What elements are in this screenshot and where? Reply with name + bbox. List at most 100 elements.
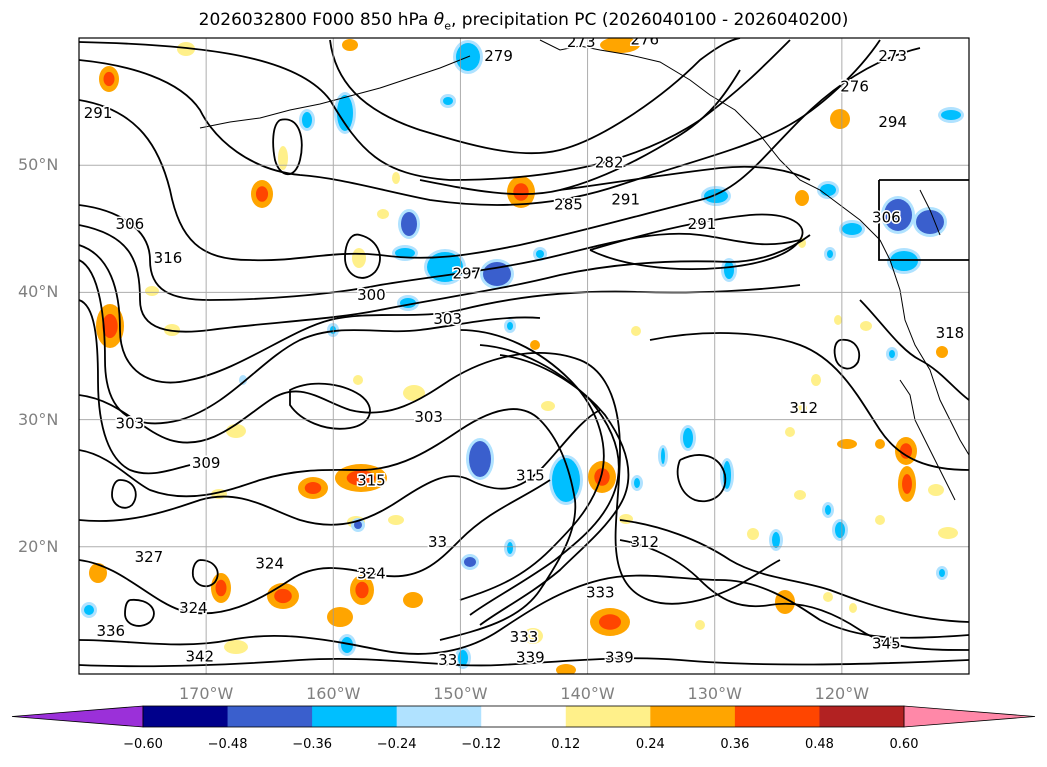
contour-label-5: 294 — [878, 113, 907, 131]
precip-blob-7 — [352, 248, 366, 268]
contour-label-28: 333 — [586, 584, 615, 602]
contour-line-17 — [619, 539, 969, 651]
lat-label-2: 30°N — [18, 409, 59, 429]
precip-blob-11 — [403, 385, 425, 401]
precip-blob-25 — [224, 640, 248, 654]
precip-blob-51 — [936, 346, 948, 358]
precip-blob-37 — [823, 592, 833, 602]
contour-label-29: 324 — [179, 599, 208, 617]
contour-label-4: 276 — [840, 77, 869, 95]
precip-blob-13 — [239, 375, 247, 385]
contour-line-12 — [79, 574, 969, 655]
contour-label-19: 303 — [414, 408, 443, 426]
precip-blob-17 — [388, 515, 404, 525]
contour-line-33 — [79, 299, 191, 475]
contour-label-26: 324 — [255, 554, 284, 572]
precip-blob-43 — [795, 403, 807, 413]
precip-blob-56 — [695, 620, 705, 630]
precip-blob-45 — [837, 439, 857, 449]
precip-blob-33 — [631, 326, 641, 336]
colorbar-tick-9: 0.60 — [889, 737, 919, 752]
precip-blob-29 — [556, 664, 576, 674]
precip-blob-40 — [795, 190, 809, 206]
colorbar-tick-0: −0.60 — [123, 737, 163, 752]
contour-line-8 — [79, 352, 781, 605]
theta-e-contours — [79, 38, 969, 668]
colorbar-tick-5: 0.12 — [551, 737, 581, 752]
colorbar-tick-8: 0.48 — [804, 737, 834, 752]
colorbar-tick-7: 0.36 — [720, 737, 750, 752]
contour-line-3 — [79, 47, 921, 262]
contour-label-2: 273 — [567, 33, 596, 51]
precip-blob-55 — [928, 484, 944, 496]
contour-label-9: 291 — [611, 191, 640, 209]
contour-label-35: 33 — [438, 651, 457, 669]
contour-line-19 — [649, 332, 969, 471]
contour-line-20 — [559, 165, 811, 191]
contour-line-21 — [589, 213, 804, 270]
lon-label-2: 150°W — [433, 684, 488, 703]
contour-label-0: 279 — [484, 47, 513, 65]
precip-blob-42 — [811, 374, 821, 386]
contour-line-16 — [479, 354, 630, 626]
lat-label-0: 50°N — [18, 155, 59, 175]
contour-label-14: 297 — [452, 264, 481, 282]
contour-label-7: 282 — [595, 154, 624, 172]
coastline-0 — [199, 55, 471, 129]
colorbar-tick-6: 0.24 — [635, 737, 665, 752]
lon-label-3: 140°W — [560, 684, 615, 703]
contour-label-30: 336 — [96, 622, 125, 640]
precip-blob-22 — [327, 607, 353, 627]
colorbar-tick-4: −0.12 — [461, 737, 502, 752]
contour-label-34: 339 — [605, 649, 634, 667]
contour-line-11 — [79, 479, 551, 615]
coastline-1 — [539, 39, 881, 241]
lat-label-3: 20°N — [18, 536, 59, 556]
precip-blob-12 — [353, 375, 363, 385]
colorbar-tick-2: −0.36 — [292, 737, 333, 752]
contour-label-32: 342 — [185, 647, 214, 665]
contour-label-17: 318 — [936, 324, 965, 342]
contour-line-5 — [79, 224, 811, 333]
contour-line-0 — [79, 39, 791, 181]
contour-line-4 — [79, 204, 801, 301]
theta-subscript: e — [444, 19, 451, 33]
contour-label-11: 306 — [872, 208, 901, 226]
contour-label-22: 315 — [357, 472, 386, 490]
contour-line-7 — [79, 259, 541, 425]
contour-label-25: 327 — [135, 548, 164, 566]
contour-label-10: 291 — [688, 215, 717, 233]
colorbar-tick-1: −0.48 — [207, 737, 248, 752]
precip-blob-6 — [145, 286, 159, 296]
coastline-4 — [880, 179, 969, 236]
contour-label-33: 339 — [516, 649, 545, 667]
contour-label-21: 309 — [192, 454, 221, 472]
contour-line-13 — [79, 657, 969, 668]
contour-label-20: 312 — [789, 399, 818, 417]
precip-blob-32 — [530, 340, 540, 350]
coastline-2 — [879, 239, 969, 456]
contour-line-27 — [676, 454, 727, 503]
precip-blob-57 — [342, 39, 358, 51]
contour-label-27: 324 — [357, 565, 386, 583]
precip-blob-28 — [523, 628, 543, 644]
precip-blob-9 — [377, 209, 389, 219]
contour-label-16: 303 — [433, 310, 462, 328]
contour-label-24: 312 — [630, 533, 659, 551]
precip-blob-1 — [177, 42, 195, 56]
contour-line-29 — [124, 599, 155, 627]
precip-blob-31 — [541, 401, 555, 411]
precip-blob-39 — [830, 109, 850, 129]
map-title: 2026032800 F000 850 hPa θe, precipitatio… — [198, 10, 849, 33]
lon-label-1: 160°W — [306, 684, 361, 703]
lon-label-5: 120°W — [814, 684, 870, 703]
contour-line-22 — [859, 299, 969, 401]
lon-label-0: 170°W — [178, 684, 234, 703]
precipitation-blobs — [81, 38, 964, 674]
precip-blob-58 — [600, 38, 640, 53]
precip-blob-46 — [875, 439, 885, 449]
contour-line-30 — [833, 338, 860, 370]
contour-label-8: 285 — [554, 196, 583, 214]
contour-line-1 — [79, 39, 881, 206]
contour-line-32 — [419, 69, 741, 195]
